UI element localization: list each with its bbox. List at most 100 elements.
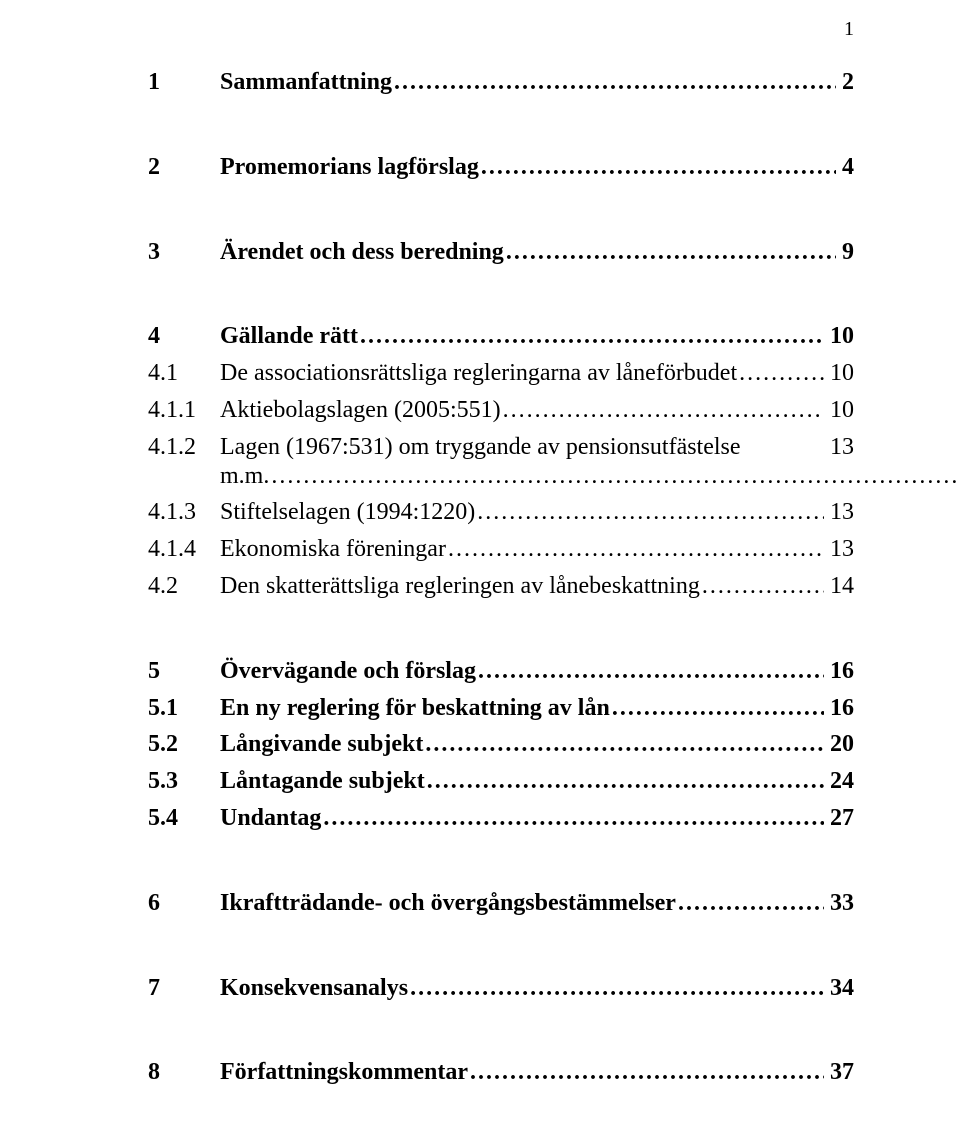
toc-entry-title: Promemorians lagförslag — [220, 153, 479, 182]
toc-entry-number: 8 — [148, 1058, 220, 1087]
toc-entry-page: 4 — [838, 153, 854, 182]
toc-leader — [478, 657, 824, 686]
toc-leader — [427, 767, 824, 796]
toc-leader — [503, 396, 824, 425]
toc-entry: 3Ärendet och dess beredning 9 — [148, 238, 854, 267]
toc-entry-title-line2: m.m. — [220, 462, 269, 491]
toc-entry-title-col: En ny reglering för beskattning av lån — [220, 694, 826, 723]
toc-entry-title-col: Författningskommentar — [220, 1058, 826, 1087]
toc-leader — [739, 359, 824, 388]
toc-entry-title: Gällande rätt — [220, 322, 358, 351]
toc-entry-number: 4.1 — [148, 359, 220, 388]
toc-entry: 5.1En ny reglering för beskattning av lå… — [148, 694, 854, 723]
toc-entry-title: Låntagande subjekt — [220, 767, 425, 796]
toc-entry: 5.3Låntagande subjekt 24 — [148, 767, 854, 796]
toc-entry: 6Ikraftträdande- och övergångsbestämmels… — [148, 889, 854, 918]
toc-leader — [702, 572, 824, 601]
spacer — [148, 796, 854, 804]
toc-entry-title-col: Ikraftträdande- och övergångsbestämmelse… — [220, 889, 826, 918]
toc-entry: 4Gällande rätt 10 — [148, 322, 854, 351]
toc-entry-number: 4.1.1 — [148, 396, 220, 425]
page: 1 1Sammanfattning22Promemorians lagförsl… — [0, 0, 960, 1141]
spacer — [148, 351, 854, 359]
toc-entry-title: Sammanfattning — [220, 68, 392, 97]
toc-entry-title: Aktiebolagslagen (2005:551) — [220, 396, 501, 425]
toc-entry: 7Konsekvensanalys 34 — [148, 974, 854, 1003]
toc-entry-page: 9 — [838, 238, 854, 267]
spacer — [148, 266, 854, 322]
toc-entry-title-col: Lagen (1967:531) om tryggande av pension… — [220, 433, 826, 491]
spacer — [148, 97, 854, 153]
spacer — [148, 759, 854, 767]
toc-entry-title: Stiftelselagen (1994:1220) — [220, 498, 475, 527]
toc-leader — [612, 694, 824, 723]
toc-leader — [477, 498, 824, 527]
toc-entry-number: 4.1.2 — [148, 433, 220, 462]
toc-entry-title-col: Promemorians lagförslag — [220, 153, 838, 182]
toc-leader — [394, 68, 836, 97]
spacer — [148, 833, 854, 889]
toc-entry: 4.1De associationsrättsliga regleringarn… — [148, 359, 854, 388]
toc-entry-page: 34 — [826, 974, 854, 1003]
toc-leader — [481, 153, 836, 182]
toc-entry-title: Författningskommentar — [220, 1058, 468, 1087]
toc-entry: 4.1.1Aktiebolagslagen (2005:551) 10 — [148, 396, 854, 425]
toc-entry-title: Undantag — [220, 804, 321, 833]
toc-leader — [271, 462, 960, 491]
spacer — [148, 527, 854, 535]
toc-entry-page: 37 — [826, 1058, 854, 1087]
toc-entry-title-col: Konsekvensanalys — [220, 974, 826, 1003]
toc-entry-title-col: De associationsrättsliga regleringarna a… — [220, 359, 826, 388]
toc-entry-title: Ekonomiska föreningar — [220, 535, 446, 564]
toc-entry-page: 27 — [826, 804, 854, 833]
toc-entry-title-line2-wrap: m.m. — [220, 462, 960, 491]
toc-entry-title: En ny reglering för beskattning av lån — [220, 694, 610, 723]
toc-entry-title-col: Låntagande subjekt — [220, 767, 826, 796]
toc-entry-page: 13 — [826, 433, 854, 462]
toc-entry-title-col: Den skatterättsliga regleringen av låneb… — [220, 572, 826, 601]
toc-entry-title-col: Långivande subjekt — [220, 730, 826, 759]
toc-entry-number: 2 — [148, 153, 220, 182]
toc-entry-page: 20 — [826, 730, 854, 759]
toc-entry-number: 5 — [148, 657, 220, 686]
toc-entry-number: 7 — [148, 974, 220, 1003]
spacer — [148, 564, 854, 572]
toc-entry-title: Ärendet och dess beredning — [220, 238, 504, 267]
toc-entry-title: De associationsrättsliga regleringarna a… — [220, 359, 737, 388]
spacer — [148, 388, 854, 396]
toc-entry-title-col: Gällande rätt — [220, 322, 826, 351]
spacer — [148, 425, 854, 433]
toc-entry-title: Konsekvensanalys — [220, 974, 408, 1003]
spacer — [148, 722, 854, 730]
toc-entry-number: 1 — [148, 68, 220, 97]
toc-entry-number: 4 — [148, 322, 220, 351]
spacer — [148, 601, 854, 657]
toc-entry-title: Den skatterättsliga regleringen av låneb… — [220, 572, 700, 601]
toc-entry-title: Ikraftträdande- och övergångsbestämmelse… — [220, 889, 676, 918]
toc-leader — [470, 1058, 824, 1087]
toc-entry-page: 16 — [826, 694, 854, 723]
toc-leader — [323, 804, 824, 833]
toc-entry-number: 5.4 — [148, 804, 220, 833]
toc-entry: 2Promemorians lagförslag 4 — [148, 153, 854, 182]
spacer — [148, 686, 854, 694]
toc-entry-title-col: Undantag — [220, 804, 826, 833]
toc-entry-number: 5.3 — [148, 767, 220, 796]
toc-entry-page: 24 — [826, 767, 854, 796]
toc-entry-number: 3 — [148, 238, 220, 267]
spacer — [148, 1002, 854, 1058]
toc-entry-title-col: Aktiebolagslagen (2005:551) — [220, 396, 826, 425]
toc-entry-page: 13 — [826, 498, 854, 527]
toc-entry: 5Övervägande och förslag16 — [148, 657, 854, 686]
toc-entry: 5.4Undantag 27 — [148, 804, 854, 833]
toc-leader — [506, 238, 836, 267]
toc-leader — [425, 730, 824, 759]
toc-entry-page: 10 — [826, 322, 854, 351]
toc-entry-page: 10 — [826, 396, 854, 425]
toc-entry-page: 33 — [826, 889, 854, 918]
toc-leader — [410, 974, 824, 1003]
toc-leader — [360, 322, 824, 351]
toc-entry: 4.1.2Lagen (1967:531) om tryggande av pe… — [148, 433, 854, 491]
toc-entry-number: 5.1 — [148, 694, 220, 723]
toc-entry-number: 4.1.4 — [148, 535, 220, 564]
